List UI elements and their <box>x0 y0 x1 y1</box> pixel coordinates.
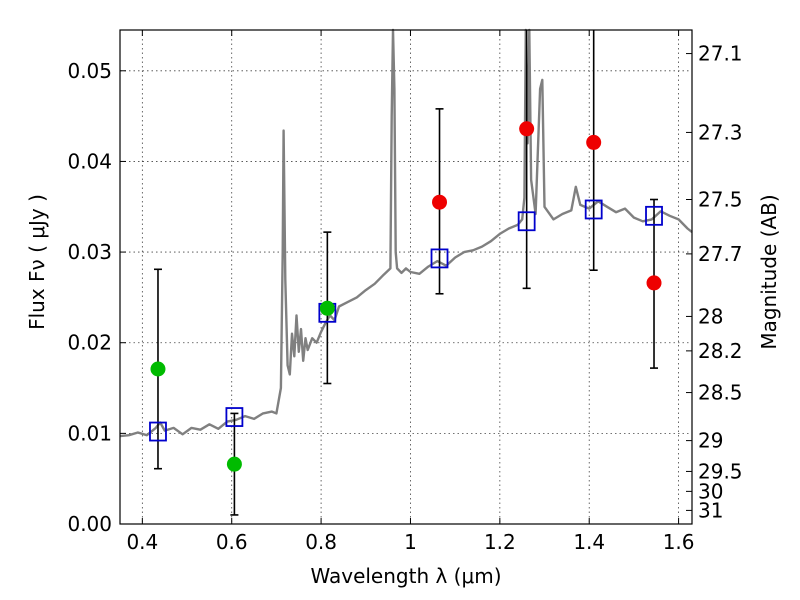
y-tick-label: 0.02 <box>67 331 112 355</box>
red-point <box>519 121 535 137</box>
x-tick-label: 1.6 <box>663 530 695 554</box>
model-point <box>517 211 536 232</box>
y2-tick-label: 28.5 <box>698 381 743 405</box>
axis-ticks: 0.4 0.6 0.8 1 1.2 1.4 1.6 0.00 0.01 0.02 0.03 0.04 0… <box>67 30 743 554</box>
y2-axis-label: Magnitude (AB) <box>757 194 781 349</box>
y2-tick-label: 30 <box>698 479 723 503</box>
plot-frame <box>119 29 693 525</box>
x-tick-label: 0.4 <box>126 530 158 554</box>
green-point <box>226 456 242 472</box>
y2-tick-label: 27.5 <box>698 188 743 212</box>
model-point <box>149 421 167 442</box>
y2-tick-label: 28.2 <box>698 339 743 363</box>
model-points <box>149 199 663 442</box>
y2-tick-label: 29 <box>698 429 723 453</box>
model-point <box>225 407 244 427</box>
y2-tick-label: 28 <box>698 304 723 328</box>
x-tick-label: 0.6 <box>216 530 248 554</box>
y-tick-label: 0.00 <box>67 512 112 536</box>
red-point <box>432 194 448 210</box>
model-point <box>584 199 603 220</box>
y2-tick-label: 31 <box>698 498 723 522</box>
y-tick-label: 0.05 <box>67 59 112 83</box>
model-point <box>430 248 449 269</box>
y2-tick-label: 27.7 <box>698 242 743 266</box>
y2-tick-label: 29.5 <box>698 459 743 483</box>
y2-tick-label: 27.1 <box>698 42 743 66</box>
x-axis-label: Wavelength λ (μm) <box>310 564 501 588</box>
observed-points <box>150 121 662 472</box>
x-tick-label: 0.8 <box>305 530 337 554</box>
x-tick-label: 1.4 <box>573 530 605 554</box>
x-tick-label: 1.2 <box>484 530 516 554</box>
grid <box>120 30 692 525</box>
spectrum-series <box>119 28 693 438</box>
y-tick-label: 0.03 <box>67 240 112 264</box>
green-point <box>150 361 166 377</box>
y-tick-label: 0.04 <box>67 149 112 173</box>
spectrum-line <box>119 28 693 438</box>
green-point <box>319 300 335 316</box>
x-tick-label: 1 <box>404 530 417 554</box>
red-point <box>646 275 662 291</box>
model-point <box>645 205 663 226</box>
red-point <box>586 134 602 150</box>
y-axis-label: Flux Fν ( μJy ) <box>25 194 49 330</box>
errorbars <box>153 30 659 516</box>
y2-tick-label: 27.3 <box>698 120 743 144</box>
y-tick-label: 0.01 <box>67 421 112 445</box>
